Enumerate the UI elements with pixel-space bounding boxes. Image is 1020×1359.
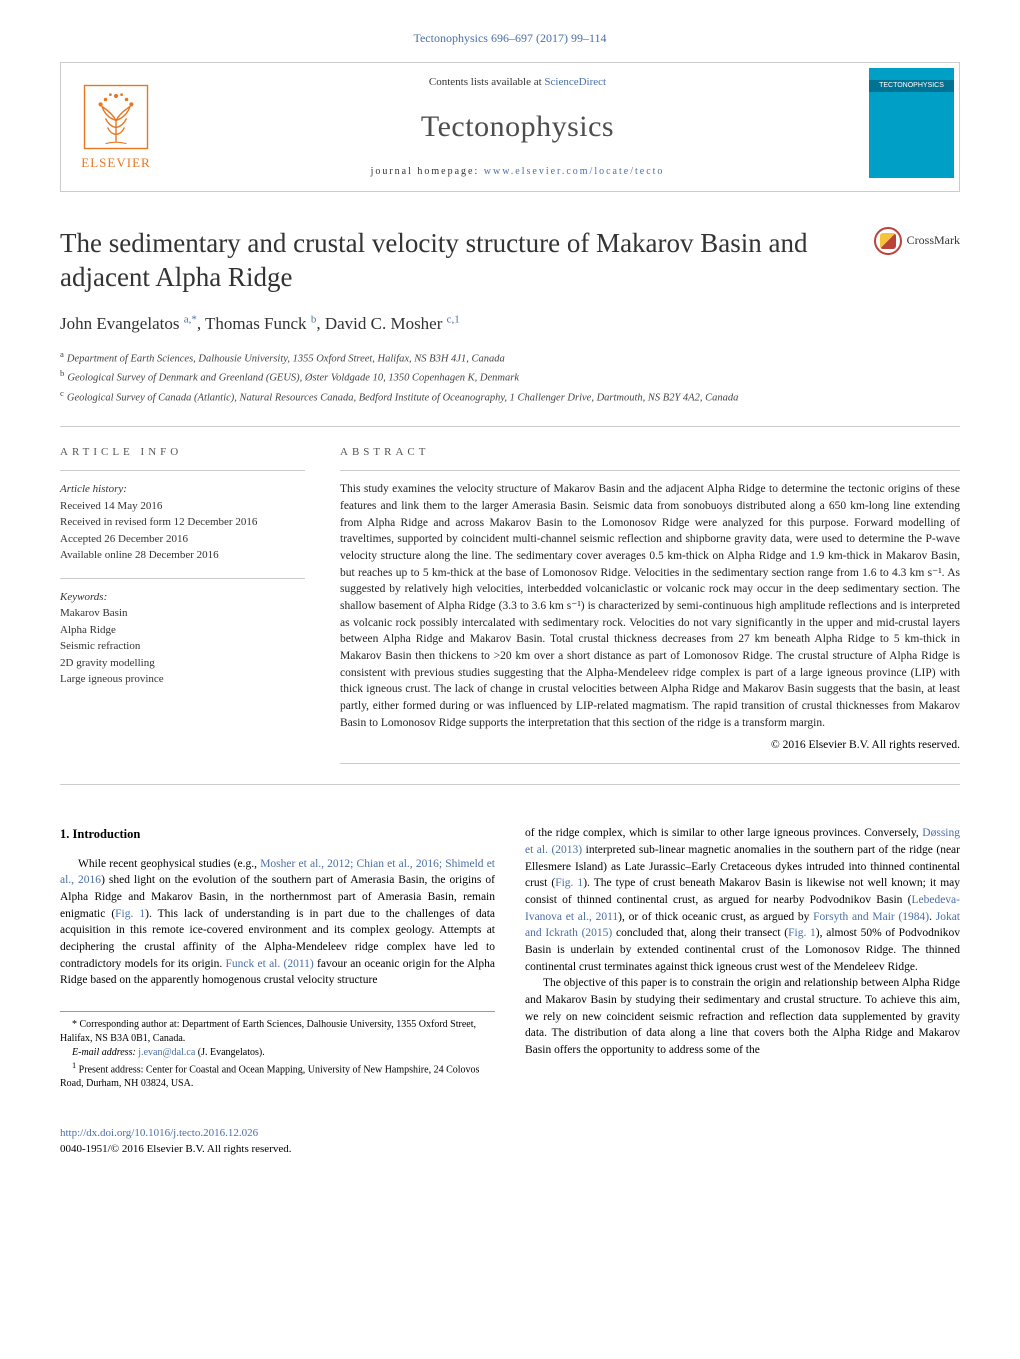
journal-title: Tectonophysics — [421, 106, 614, 148]
header-center: Contents lists available at ScienceDirec… — [171, 63, 864, 191]
email-line: E-mail address: j.evan@dal.ca (J. Evange… — [60, 1046, 495, 1060]
divider — [60, 426, 960, 427]
contents-prefix: Contents lists available at — [429, 76, 544, 88]
cover-thumbnail: TECTONOPHYSICS — [869, 68, 954, 178]
abstract-column: ABSTRACT This study examines the velocit… — [340, 445, 960, 765]
email-link[interactable]: j.evan@dal.ca — [138, 1047, 195, 1058]
homepage-prefix: journal homepage: — [371, 166, 484, 177]
article-info-heading: ARTICLE INFO — [60, 445, 305, 460]
crossmark-label: CrossMark — [907, 232, 960, 249]
contents-line: Contents lists available at ScienceDirec… — [429, 75, 606, 90]
abstract-heading: ABSTRACT — [340, 445, 960, 460]
history-2: Accepted 26 December 2016 — [60, 531, 305, 548]
article-history: Article history: Received 14 May 2016 Re… — [60, 481, 305, 564]
intro-para-1: While recent geophysical studies (e.g., … — [60, 856, 495, 989]
intro-para-2: of the ridge complex, which is similar t… — [525, 825, 960, 975]
affiliation-b: Geological Survey of Denmark and Greenla… — [67, 373, 519, 384]
header-citation: Tectonophysics 696–697 (2017) 99–114 — [60, 30, 960, 47]
crossmark-icon — [874, 227, 902, 255]
affiliations: aDepartment of Earth Sciences, Dalhousie… — [60, 348, 960, 406]
sciencedirect-link[interactable]: ScienceDirect — [544, 76, 606, 88]
journal-cover[interactable]: TECTONOPHYSICS — [864, 63, 959, 191]
keyword-1: Alpha Ridge — [60, 622, 305, 639]
keyword-0: Makarov Basin — [60, 605, 305, 622]
cover-title-band: TECTONOPHYSICS — [869, 80, 954, 92]
history-label: Article history: — [60, 481, 305, 498]
corresponding-author-note: * Corresponding author at: Department of… — [60, 1018, 495, 1046]
homepage-line: journal homepage: www.elsevier.com/locat… — [371, 165, 665, 179]
history-0: Received 14 May 2016 — [60, 498, 305, 515]
email-who: (J. Evangelatos). — [198, 1047, 265, 1058]
present-address-note: 1 Present address: Center for Coastal an… — [60, 1060, 495, 1091]
elsevier-tree-icon — [81, 82, 151, 152]
body-column-left: 1. Introduction While recent geophysical… — [60, 825, 495, 1091]
history-1: Received in revised form 12 December 201… — [60, 514, 305, 531]
page-footer: http://dx.doi.org/10.1016/j.tecto.2016.1… — [60, 1126, 960, 1157]
elsevier-logo[interactable]: ELSEVIER — [61, 63, 171, 191]
body-column-right: of the ridge complex, which is similar t… — [525, 825, 960, 1091]
abstract-copyright: © 2016 Elsevier B.V. All rights reserved… — [340, 737, 960, 753]
keywords-label: Keywords: — [60, 589, 305, 606]
intro-para-3: The objective of this paper is to constr… — [525, 975, 960, 1058]
keyword-2: Seismic refraction — [60, 638, 305, 655]
article-title: The sedimentary and crustal velocity str… — [60, 227, 854, 295]
body-columns: 1. Introduction While recent geophysical… — [60, 825, 960, 1091]
keywords-block: Keywords: Makarov Basin Alpha Ridge Seis… — [60, 589, 305, 688]
journal-header-box: ELSEVIER Contents lists available at Sci… — [60, 62, 960, 192]
crossmark-badge[interactable]: CrossMark — [874, 227, 960, 255]
section-1-heading: 1. Introduction — [60, 825, 495, 843]
elsevier-wordmark: ELSEVIER — [81, 154, 150, 172]
article-info-column: ARTICLE INFO Article history: Received 1… — [60, 445, 305, 765]
affiliation-a: Department of Earth Sciences, Dalhousie … — [67, 354, 505, 365]
homepage-link[interactable]: www.elsevier.com/locate/tecto — [484, 166, 665, 177]
keyword-3: 2D gravity modelling — [60, 655, 305, 672]
authors-line: John Evangelatos a,*, Thomas Funck b, Da… — [60, 312, 960, 336]
doi-link[interactable]: http://dx.doi.org/10.1016/j.tecto.2016.1… — [60, 1127, 258, 1139]
history-3: Available online 28 December 2016 — [60, 547, 305, 564]
affiliation-c: Geological Survey of Canada (Atlantic), … — [67, 392, 738, 403]
issn-copyright: 0040-1951/© 2016 Elsevier B.V. All right… — [60, 1142, 960, 1157]
footnotes: * Corresponding author at: Department of… — [60, 1011, 495, 1091]
abstract-text: This study examines the velocity structu… — [340, 481, 960, 731]
email-label: E-mail address: — [72, 1047, 136, 1058]
keyword-4: Large igneous province — [60, 671, 305, 688]
